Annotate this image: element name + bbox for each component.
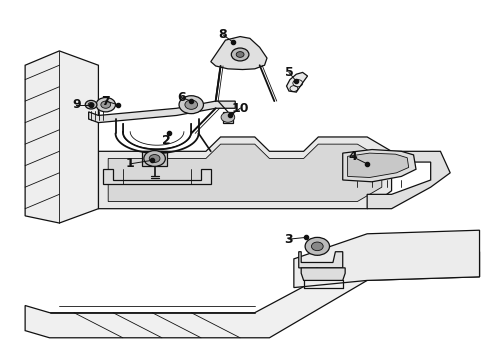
Text: 2: 2 [163, 134, 171, 147]
Circle shape [221, 112, 235, 122]
Text: 3: 3 [285, 233, 294, 246]
Text: 7: 7 [101, 95, 110, 108]
Circle shape [149, 154, 160, 162]
Circle shape [88, 103, 94, 107]
Polygon shape [89, 101, 235, 123]
Polygon shape [367, 151, 450, 209]
Text: 4: 4 [348, 150, 357, 163]
Circle shape [96, 98, 116, 112]
Polygon shape [103, 169, 211, 184]
Polygon shape [108, 144, 382, 202]
Polygon shape [25, 252, 480, 338]
Circle shape [231, 48, 249, 61]
Text: 5: 5 [285, 66, 294, 79]
Text: 9: 9 [72, 98, 81, 111]
Polygon shape [343, 149, 416, 182]
Polygon shape [223, 112, 233, 123]
Circle shape [101, 101, 111, 108]
Circle shape [85, 100, 97, 109]
Polygon shape [98, 137, 392, 209]
Polygon shape [301, 268, 345, 280]
Polygon shape [143, 151, 167, 166]
Circle shape [185, 100, 197, 109]
Circle shape [312, 242, 323, 251]
Circle shape [144, 150, 165, 166]
Text: 6: 6 [177, 91, 186, 104]
Circle shape [305, 237, 330, 255]
Circle shape [179, 96, 203, 114]
Polygon shape [25, 51, 98, 223]
Polygon shape [294, 230, 480, 288]
Text: 10: 10 [231, 102, 249, 115]
Polygon shape [347, 153, 409, 177]
Polygon shape [287, 72, 308, 92]
Circle shape [236, 51, 244, 57]
Text: 1: 1 [126, 157, 135, 170]
Polygon shape [299, 252, 343, 268]
Text: 8: 8 [219, 28, 227, 41]
Polygon shape [211, 37, 267, 69]
